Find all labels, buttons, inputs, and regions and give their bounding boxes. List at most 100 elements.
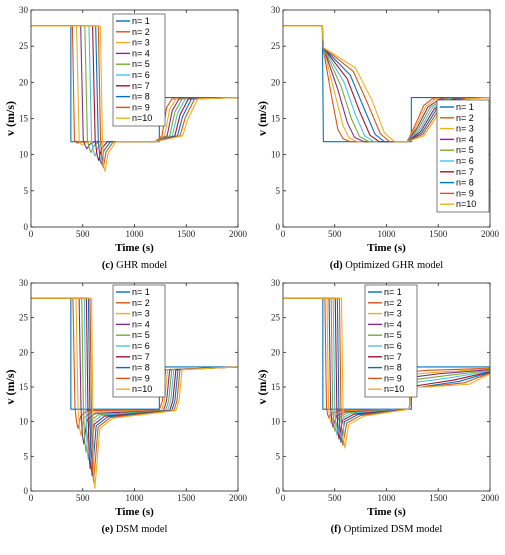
x-tick-label: 1000 xyxy=(378,493,397,503)
x-tick-label: 0 xyxy=(29,493,34,503)
panel-caption-text: Optimized DSM model xyxy=(344,524,443,535)
y-tick-label: 25 xyxy=(271,313,281,323)
legend-label: n= 2 xyxy=(132,298,150,308)
series-line-3 xyxy=(283,297,490,424)
legend-label: n= 2 xyxy=(456,113,474,123)
y-tick-label: 25 xyxy=(19,313,29,323)
panel-caption-id: (c) xyxy=(102,260,116,271)
y-tick-label: 20 xyxy=(271,77,281,87)
series-line-9 xyxy=(31,297,238,483)
legend-label: n= 8 xyxy=(456,178,474,188)
panel-caption-text: Optimized GHR model xyxy=(345,260,443,271)
y-tick-label: 5 xyxy=(24,186,29,196)
x-axis-label: Time (s) xyxy=(367,242,406,254)
legend-label: n= 1 xyxy=(132,16,150,26)
y-axis-label: v (m/s) xyxy=(3,101,17,136)
y-tick-label: 15 xyxy=(271,382,281,392)
series-line-4 xyxy=(283,297,490,428)
x-tick-label: 2000 xyxy=(481,229,500,239)
chart-panel-2: 0 500 1000 1500 2000 0 5 10 15 20 25 30 Time (s) v (m… xyxy=(255,5,500,271)
legend-label: n= 6 xyxy=(132,70,150,80)
y-tick-label: 15 xyxy=(271,114,281,124)
legend-label: n= 9 xyxy=(456,188,474,198)
series-line-7 xyxy=(31,297,238,470)
y-tick-label: 5 xyxy=(276,451,281,461)
legend-label: n= 8 xyxy=(132,92,150,102)
panel-caption: (f) Optimized DSM model xyxy=(331,524,443,535)
legend-label: n= 1 xyxy=(384,287,402,297)
legend-label: n= 9 xyxy=(384,373,402,383)
legend-label: n= 9 xyxy=(132,102,150,112)
legend: n= 1n= 2n= 3n= 4n= 5n= 6n= 7n= 8n= 9n=10 xyxy=(436,99,490,213)
y-tick-label: 0 xyxy=(276,486,281,496)
x-tick-label: 1500 xyxy=(429,493,448,503)
legend-label: n= 6 xyxy=(384,341,402,351)
y-tick-label: 5 xyxy=(276,186,281,196)
series-line-5 xyxy=(31,25,238,154)
y-tick-label: 20 xyxy=(271,347,281,357)
x-tick-label: 500 xyxy=(328,229,342,239)
legend-label: n= 7 xyxy=(132,352,150,362)
y-axis-label: v (m/s) xyxy=(255,370,269,405)
x-tick-label: 1000 xyxy=(126,493,145,503)
legend-label: n= 7 xyxy=(384,352,402,362)
legend-label: n= 5 xyxy=(132,330,150,340)
panel-caption: (c) GHR model xyxy=(102,260,167,271)
legend-label: n= 5 xyxy=(384,330,402,340)
y-tick-label: 30 xyxy=(271,5,281,15)
series-line-7 xyxy=(31,25,238,161)
panel-caption-text: GHR model xyxy=(116,260,167,271)
y-tick-label: 20 xyxy=(19,77,29,87)
series-line-5 xyxy=(31,297,238,453)
panel-caption: (d) Optimized GHR model xyxy=(330,260,444,271)
y-tick-label: 0 xyxy=(24,222,29,232)
series-line-2 xyxy=(31,25,238,144)
x-tick-label: 500 xyxy=(76,493,90,503)
y-tick-label: 25 xyxy=(271,41,281,51)
x-axis-label: Time (s) xyxy=(115,506,154,518)
y-tick-label: 15 xyxy=(19,382,29,392)
legend-label: n=10 xyxy=(456,199,476,209)
legend-label: n= 7 xyxy=(456,167,474,177)
x-tick-label: 1500 xyxy=(429,229,448,239)
x-tick-label: 1500 xyxy=(177,229,196,239)
legend-label: n= 4 xyxy=(132,319,150,329)
x-tick-label: 0 xyxy=(281,493,286,503)
legend-label: n= 8 xyxy=(384,363,402,373)
series-line-10 xyxy=(31,297,238,489)
legend-label: n= 1 xyxy=(132,287,150,297)
chart-panel-4: 0 500 1000 1500 2000 0 5 10 15 20 25 30 Time (s) v (m… xyxy=(255,278,500,535)
x-axis-label: Time (s) xyxy=(115,242,154,254)
legend-label: n= 1 xyxy=(456,102,474,112)
y-axis-label: v (m/s) xyxy=(255,101,269,136)
y-tick-label: 20 xyxy=(19,347,29,357)
y-tick-label: 15 xyxy=(19,114,29,124)
series-line-5 xyxy=(283,297,490,432)
x-tick-label: 1000 xyxy=(126,229,145,239)
legend-label: n= 5 xyxy=(132,59,150,69)
legend-label: n= 6 xyxy=(132,341,150,351)
x-tick-label: 0 xyxy=(29,229,34,239)
x-tick-label: 500 xyxy=(76,229,90,239)
series-group xyxy=(31,25,238,172)
y-tick-label: 30 xyxy=(19,278,29,288)
series-line-7 xyxy=(283,297,490,440)
panel-caption-id: (e) xyxy=(102,524,116,535)
y-axis-label: v (m/s) xyxy=(3,370,17,405)
legend-label: n= 3 xyxy=(384,309,402,319)
legend-label: n= 6 xyxy=(456,156,474,166)
series-line-8 xyxy=(283,297,490,444)
legend-label: n= 2 xyxy=(384,298,402,308)
legend: n= 1n= 2n= 3n= 4n= 5n= 6n= 7n= 8n= 9n=10 xyxy=(112,284,166,398)
series-group xyxy=(31,297,238,489)
y-tick-label: 30 xyxy=(19,5,29,15)
legend-label: n=10 xyxy=(132,384,152,394)
legend-label: n= 9 xyxy=(132,373,150,383)
legend-label: n= 4 xyxy=(132,48,150,58)
x-tick-label: 2000 xyxy=(229,493,248,503)
legend-label: n= 3 xyxy=(132,309,150,319)
panel-caption: (e) DSM model xyxy=(102,524,168,535)
series-line-8 xyxy=(31,25,238,165)
